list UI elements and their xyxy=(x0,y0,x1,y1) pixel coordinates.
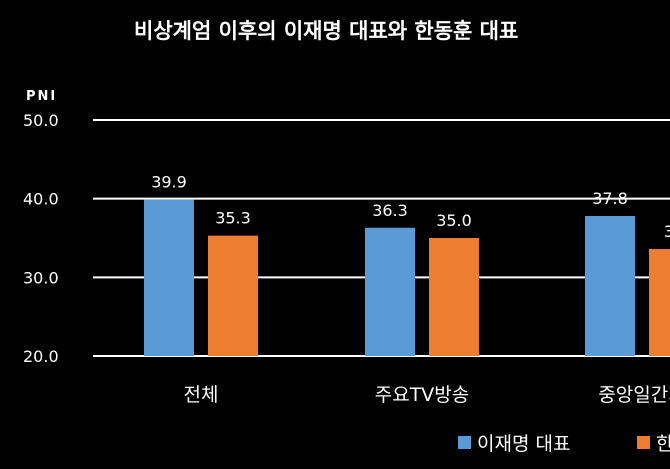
category-label: 전체 xyxy=(184,384,219,406)
data-label: 37.8 xyxy=(592,189,628,208)
chart-title: 비상계엄 이후의 이재명 대표와 한동훈 대표 xyxy=(134,19,518,43)
data-label: 35.3 xyxy=(215,209,251,228)
bar-series1 xyxy=(585,215,635,356)
y-tick-label: 30.0 xyxy=(23,268,59,287)
category-label: 주요TV방송 xyxy=(375,384,470,406)
legend-label: 이재명 대표 xyxy=(477,433,570,455)
category-label: 중앙일간지 xyxy=(598,384,670,406)
y-tick-label: 50.0 xyxy=(23,111,59,130)
legend-label: 한동훈 대표 xyxy=(656,433,670,455)
bar-series1 xyxy=(365,227,415,356)
data-label: 36.3 xyxy=(372,201,408,220)
y-tick-label: 40.0 xyxy=(23,190,59,209)
legend-swatch xyxy=(637,436,650,449)
bar-series2 xyxy=(429,238,479,356)
data-label: 33 xyxy=(664,222,670,241)
data-label: 39.9 xyxy=(151,172,187,191)
y-axis-label: PNI xyxy=(26,89,57,104)
data-label: 35.0 xyxy=(436,211,472,230)
y-tick-label: 20.0 xyxy=(23,347,59,366)
legend-swatch xyxy=(458,436,471,449)
bar-series1 xyxy=(144,199,194,356)
bar-series2 xyxy=(208,235,258,356)
bar-series2 xyxy=(649,249,670,356)
